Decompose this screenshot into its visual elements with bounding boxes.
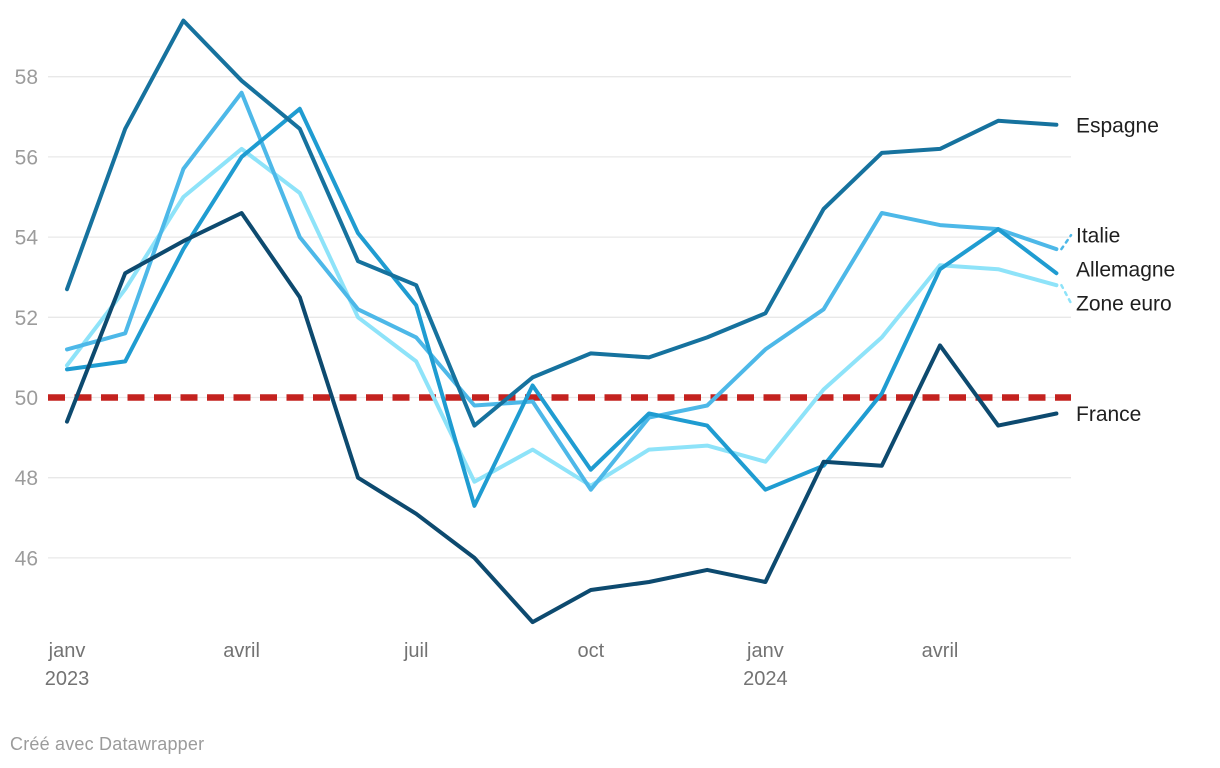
series-line-france [65, 211, 1059, 625]
x-tick-sublabel-2024: 2024 [743, 668, 788, 690]
series-label-espagne: Espagne [1076, 114, 1159, 137]
x-tick-label-avril-15: avril [922, 640, 959, 662]
x-tick-label-janv-12: janv [746, 640, 784, 662]
series-label-allemagne: Allemagne [1076, 259, 1175, 282]
y-tick-label-52: 52 [15, 307, 38, 330]
x-tick-sublabel-2023: 2023 [45, 668, 90, 690]
series-line-allemagne [65, 106, 1059, 508]
series-label-france: France [1076, 403, 1141, 426]
y-tick-label-50: 50 [15, 387, 38, 410]
x-tick-label-janv-0: janv [48, 640, 86, 662]
y-tick-label-58: 58 [15, 66, 38, 89]
label-connector-italie [1060, 233, 1073, 251]
y-tick-label-48: 48 [15, 467, 38, 490]
y-tick-label-54: 54 [15, 227, 39, 250]
x-tick-label-avril-3: avril [223, 640, 260, 662]
series-line-zone-euro [65, 146, 1059, 488]
datawrapper-credit-link[interactable]: Créé avec Datawrapper [10, 734, 205, 754]
y-tick-label-46: 46 [15, 547, 38, 570]
series-line-italie [65, 90, 1059, 492]
series-line-espagne [65, 18, 1059, 428]
pmi-line-chart: 58 56 54 52 50 48 46 janv 2023 avril juil oct janv 20… [15, 18, 1175, 690]
label-connector-zone-euro [1060, 283, 1073, 305]
x-tick-label-juil-6: juil [403, 640, 428, 662]
y-tick-label-56: 56 [15, 146, 38, 169]
x-tick-label-oct-9: oct [577, 640, 604, 662]
series-label-italie: Italie [1076, 225, 1120, 248]
series-label-zone-euro: Zone euro [1076, 293, 1172, 316]
